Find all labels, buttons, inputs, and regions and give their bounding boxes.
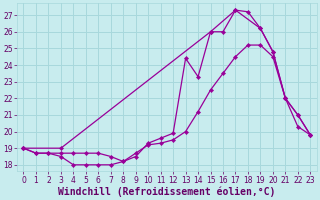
X-axis label: Windchill (Refroidissement éolien,°C): Windchill (Refroidissement éolien,°C) — [58, 186, 276, 197]
